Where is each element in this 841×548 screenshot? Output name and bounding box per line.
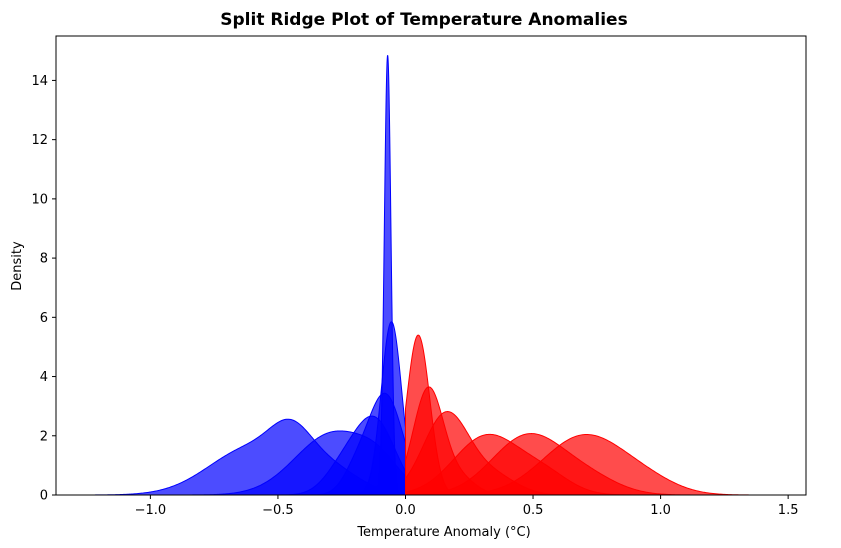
- x-axis-label: Temperature Anomaly (°C): [356, 525, 530, 540]
- y-tick-label: 0: [40, 489, 48, 504]
- chart-title: Split Ridge Plot of Temperature Anomalie…: [220, 10, 627, 30]
- x-tick-label: −1.0: [135, 503, 167, 518]
- y-tick-label: 4: [40, 370, 48, 385]
- y-tick-label: 12: [31, 133, 48, 148]
- y-tick-label: 6: [40, 311, 48, 326]
- y-tick-label: 10: [31, 192, 48, 207]
- series-layer: [68, 55, 794, 496]
- y-tick-label: 8: [40, 252, 48, 267]
- x-axis-ticks: −1.0 −0.5 0.0 0.5 1.0 1.5: [135, 495, 799, 518]
- x-tick-label: −0.5: [262, 503, 294, 518]
- y-tick-label: 2: [40, 429, 48, 444]
- y-axis-ticks: 0 2 4 6 8 10 12 14: [31, 74, 56, 504]
- x-tick-label: 1.5: [778, 503, 799, 518]
- x-tick-label: 0.5: [523, 503, 544, 518]
- y-axis-label: Density: [10, 241, 25, 291]
- x-tick-label: 0.0: [395, 503, 416, 518]
- x-tick-label: 1.0: [650, 503, 671, 518]
- y-tick-label: 14: [31, 74, 48, 89]
- plot-frame: [55, 35, 807, 496]
